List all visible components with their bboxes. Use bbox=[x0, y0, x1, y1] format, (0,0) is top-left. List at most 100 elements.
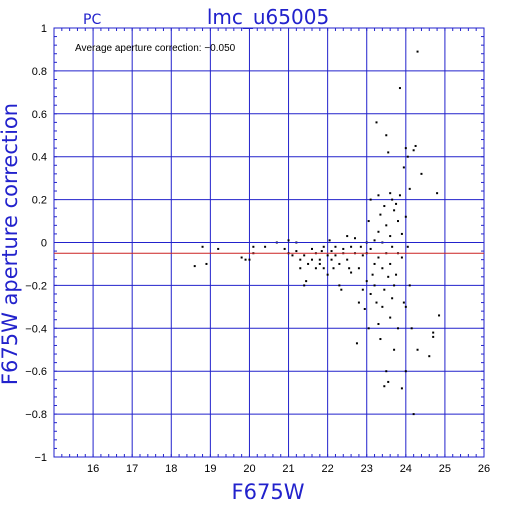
data-point bbox=[330, 250, 333, 253]
data-point bbox=[367, 327, 370, 330]
data-point bbox=[381, 267, 384, 270]
data-point bbox=[350, 271, 353, 274]
data-point bbox=[383, 385, 386, 388]
x-axis-title: F675W bbox=[232, 480, 305, 504]
data-point bbox=[338, 284, 341, 287]
x-tick-label: 24 bbox=[400, 463, 412, 475]
data-point bbox=[252, 245, 255, 248]
data-point bbox=[379, 213, 382, 216]
data-point bbox=[385, 370, 388, 373]
y-tick-label: −0.2 bbox=[25, 280, 47, 292]
data-point bbox=[387, 380, 390, 383]
data-point bbox=[332, 267, 335, 270]
y-tick-label: 0.4 bbox=[32, 152, 47, 164]
data-point bbox=[385, 134, 388, 137]
data-point bbox=[248, 258, 251, 261]
x-tick-label: 18 bbox=[165, 463, 177, 475]
y-tick-label: 0.2 bbox=[32, 195, 47, 207]
data-point bbox=[373, 284, 376, 287]
data-point bbox=[402, 301, 405, 304]
data-point bbox=[330, 258, 333, 261]
data-point bbox=[391, 297, 394, 300]
data-point bbox=[432, 335, 435, 338]
y-tick-label: −1 bbox=[34, 452, 47, 464]
data-point bbox=[320, 250, 323, 253]
data-point bbox=[311, 247, 313, 250]
data-point bbox=[359, 245, 362, 248]
data-point bbox=[371, 273, 374, 276]
data-point bbox=[338, 262, 341, 265]
data-point bbox=[373, 239, 376, 242]
data-point bbox=[346, 235, 349, 238]
data-point bbox=[400, 256, 403, 259]
data-point bbox=[393, 209, 396, 212]
data-point bbox=[432, 331, 435, 334]
data-point bbox=[410, 327, 413, 330]
data-point bbox=[391, 198, 394, 201]
y-tick-label: −0.8 bbox=[25, 409, 47, 421]
data-point bbox=[408, 284, 411, 287]
data-point bbox=[334, 245, 337, 248]
reference-lines bbox=[54, 242, 484, 254]
data-point bbox=[295, 250, 298, 253]
data-point bbox=[369, 292, 372, 295]
data-point bbox=[361, 254, 364, 257]
data-point bbox=[416, 348, 419, 351]
data-point bbox=[383, 205, 386, 208]
data-point bbox=[387, 275, 390, 278]
data-point bbox=[354, 237, 356, 240]
x-tick-label: 26 bbox=[478, 463, 490, 475]
data-point bbox=[357, 267, 360, 270]
y-tick-label: −0.6 bbox=[25, 366, 47, 378]
y-tick-label: −0.4 bbox=[25, 323, 47, 335]
data-point bbox=[406, 155, 409, 158]
data-point bbox=[393, 284, 396, 287]
data-point bbox=[373, 262, 376, 265]
data-point bbox=[381, 305, 384, 308]
data-point bbox=[346, 258, 349, 261]
data-points bbox=[193, 50, 441, 416]
data-point bbox=[389, 192, 392, 195]
data-point bbox=[389, 235, 392, 238]
data-point bbox=[264, 245, 267, 248]
data-point bbox=[404, 305, 407, 308]
data-point bbox=[193, 265, 196, 268]
data-point bbox=[395, 273, 398, 276]
data-point bbox=[303, 254, 306, 257]
data-point bbox=[404, 147, 407, 150]
x-tick-label: 16 bbox=[87, 463, 99, 475]
data-point bbox=[408, 187, 411, 190]
data-point bbox=[402, 166, 405, 169]
x-tick-label: 21 bbox=[282, 463, 294, 475]
data-point bbox=[416, 50, 419, 53]
data-point bbox=[389, 262, 392, 265]
data-point bbox=[395, 202, 398, 205]
y-tick-label: 0 bbox=[41, 238, 47, 250]
data-point bbox=[305, 280, 308, 283]
tick-labels: 16 17 18 19 20 21 22 23 24 25 26 −1 −0.8 −0.6 −0.4 −0.2… bbox=[25, 23, 490, 475]
data-point bbox=[314, 267, 317, 270]
data-point bbox=[412, 413, 415, 416]
data-point bbox=[404, 370, 407, 373]
data-point bbox=[348, 267, 351, 270]
data-point bbox=[377, 230, 380, 233]
data-point bbox=[287, 239, 290, 242]
data-point bbox=[326, 273, 329, 276]
data-point bbox=[217, 247, 220, 250]
data-point bbox=[412, 149, 415, 152]
data-point bbox=[438, 314, 441, 317]
data-point bbox=[363, 307, 366, 310]
data-point bbox=[328, 239, 331, 242]
data-point bbox=[357, 301, 360, 304]
data-point bbox=[322, 245, 325, 248]
data-point bbox=[398, 194, 401, 197]
corner-label: PC bbox=[83, 12, 101, 28]
data-point bbox=[291, 254, 294, 257]
data-point bbox=[311, 258, 313, 261]
data-point bbox=[398, 87, 401, 90]
data-point bbox=[397, 220, 399, 223]
data-point bbox=[393, 348, 396, 351]
x-tick-label: 20 bbox=[243, 463, 255, 475]
chart-title: lmc_u65005 bbox=[207, 5, 329, 29]
data-point bbox=[400, 232, 403, 235]
